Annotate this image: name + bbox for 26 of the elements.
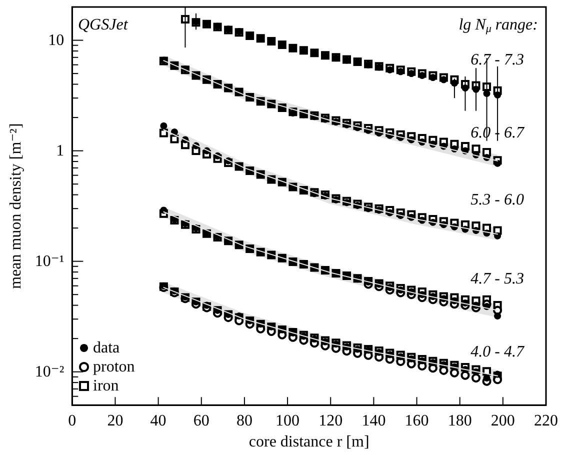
legend-label: proton — [93, 358, 135, 376]
x-tick-label: 60 — [193, 412, 210, 430]
x-tick-label: 140 — [362, 412, 386, 430]
y-tick-label: 10 — [48, 32, 64, 49]
x-tick-label: 20 — [107, 412, 124, 430]
x-axis-title: core distance r [m] — [248, 434, 370, 450]
x-tick-label: 0 — [68, 412, 76, 430]
x-tick-label: 180 — [448, 412, 472, 430]
x-tick-label: 160 — [404, 412, 429, 430]
x-tick-label: 80 — [236, 412, 252, 430]
x-tick-label: 100 — [276, 412, 300, 430]
x-tick-label: 220 — [534, 412, 558, 430]
x-tick-label: 40 — [150, 412, 166, 430]
annotation: 4.0 - 4.7 — [470, 344, 525, 360]
y-tick-label: 10⁻² — [34, 363, 64, 380]
annotation: 6.7 - 7.3 — [470, 52, 524, 68]
legend-label: iron — [93, 378, 119, 394]
y-tick-label: 1 — [56, 142, 64, 160]
annotation: QGSJet — [78, 16, 128, 34]
x-tick-label: 200 — [490, 412, 515, 430]
y-tick-label: 10⁻¹ — [34, 252, 64, 270]
legend-label: data — [93, 340, 120, 356]
y-axis-title: mean muon density [m⁻²] — [8, 123, 24, 289]
annotation: 4.7 - 5.3 — [470, 270, 524, 288]
x-tick-label: 120 — [318, 412, 343, 430]
annotation: 5.3 - 6.0 — [470, 192, 524, 208]
